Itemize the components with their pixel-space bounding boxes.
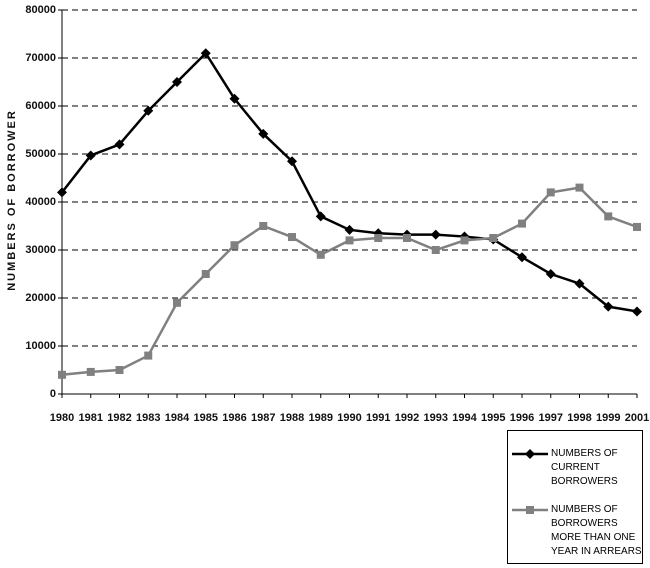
marker xyxy=(546,188,555,197)
x-tick-label: 1985 xyxy=(194,412,218,424)
marker xyxy=(518,219,526,228)
y-tick-label: 80000 xyxy=(25,4,56,16)
marker xyxy=(525,449,535,459)
marker xyxy=(230,241,239,250)
marker xyxy=(85,150,96,161)
marker xyxy=(287,156,297,167)
x-tick-label: 1994 xyxy=(452,412,477,424)
x-tick-label: 1981 xyxy=(79,412,103,424)
x-tick-label: 1990 xyxy=(337,412,361,424)
x-tick-label: 1982 xyxy=(107,412,131,424)
x-tick-label: 1997 xyxy=(539,412,563,424)
legend-swatch xyxy=(512,449,548,459)
y-tick-label: 40000 xyxy=(25,196,56,208)
marker xyxy=(115,366,124,374)
legend-entry: NUMBERS OF BORROWERS MORE THAN ONE YEAR … xyxy=(512,503,643,559)
marker xyxy=(526,506,534,514)
marker xyxy=(403,234,411,242)
y-tick-label: 30000 xyxy=(25,244,56,256)
series-line xyxy=(61,186,638,377)
marker xyxy=(460,236,469,245)
x-tick-label: 1991 xyxy=(366,412,390,424)
marker xyxy=(603,301,614,312)
x-tick-label: 1980 xyxy=(50,412,74,424)
marker xyxy=(144,351,153,360)
marker xyxy=(430,229,441,240)
marker xyxy=(374,234,383,242)
marker xyxy=(315,211,326,222)
marker xyxy=(633,222,641,231)
legend-label: NUMBERS OF BORROWERS MORE THAN ONE YEAR … xyxy=(551,504,642,557)
marker xyxy=(259,222,268,230)
x-tick-label: 1999 xyxy=(596,412,620,424)
marker xyxy=(201,270,210,278)
marker xyxy=(604,212,613,221)
marker xyxy=(57,187,67,198)
x-tick-label: 1998 xyxy=(567,412,591,424)
marker xyxy=(575,183,584,192)
marker xyxy=(200,48,211,59)
marker xyxy=(258,128,269,139)
x-tick-label: 1986 xyxy=(222,412,246,424)
marker xyxy=(345,236,354,245)
y-tick-label: 0 xyxy=(50,388,56,400)
legend-label: NUMBERS OF CURRENT BORROWERS xyxy=(551,448,618,487)
marker xyxy=(172,77,182,87)
x-tick-label: 1989 xyxy=(309,412,333,424)
x-tick-label: 1988 xyxy=(280,412,304,424)
marker xyxy=(58,370,66,379)
marker xyxy=(114,139,125,150)
marker xyxy=(431,246,440,254)
y-tick-label: 70000 xyxy=(25,52,56,64)
marker xyxy=(574,278,585,289)
x-tick-label: 1993 xyxy=(424,412,448,424)
plot: NUMBERS OF BORROWER 0 10000 20000 30000 4000… xyxy=(6,4,649,424)
x-tick-label: 1987 xyxy=(251,412,275,424)
x-tick-label: 1995 xyxy=(481,412,505,424)
marker xyxy=(288,233,296,242)
marker xyxy=(344,224,355,235)
marker xyxy=(489,234,498,242)
y-axis-label: NUMBERS OF BORROWER xyxy=(6,109,18,291)
y-tick-label: 20000 xyxy=(25,292,56,304)
x-tick-label: 1983 xyxy=(136,412,160,424)
y-tick-label: 60000 xyxy=(25,100,56,112)
y-tick-label: 10000 xyxy=(25,340,56,352)
y-tick-label: 50000 xyxy=(25,148,56,160)
marker xyxy=(316,250,325,259)
marker xyxy=(173,298,181,307)
x-tick-label: 1984 xyxy=(165,412,190,424)
marker xyxy=(229,93,240,104)
x-tick-label: 1996 xyxy=(510,412,534,424)
x-tick-label: 2001 xyxy=(625,412,649,424)
marker xyxy=(143,105,154,116)
marker xyxy=(545,269,556,279)
x-tick-label: 1992 xyxy=(395,412,419,424)
legend: NUMBERS OF CURRENT BORROWERS NUMBERS OF B… xyxy=(507,430,643,564)
marker xyxy=(517,252,527,263)
legend-entry: NUMBERS OF CURRENT BORROWERS xyxy=(512,447,643,489)
legend-swatch xyxy=(512,506,548,514)
marker xyxy=(86,367,95,376)
marker xyxy=(632,306,642,317)
